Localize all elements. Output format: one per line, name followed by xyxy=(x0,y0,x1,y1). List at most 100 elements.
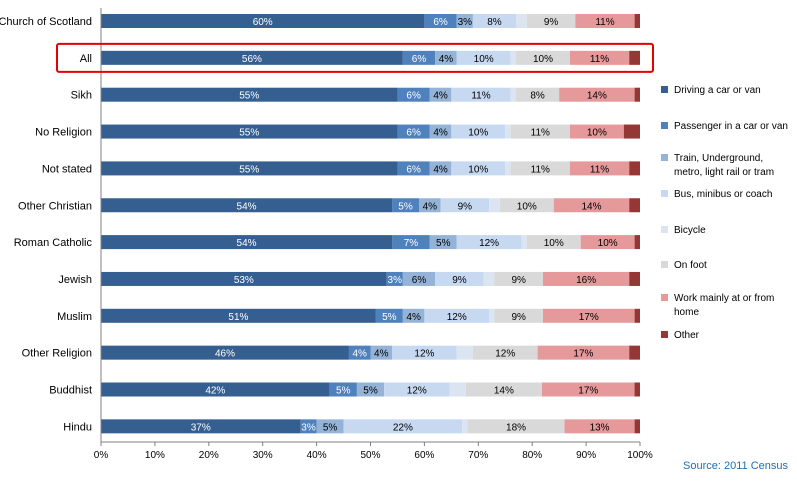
data-label: 7% xyxy=(404,238,419,249)
data-label: 17% xyxy=(573,349,593,360)
data-label: 10% xyxy=(598,238,618,249)
data-label: 42% xyxy=(205,386,225,397)
x-tick-label: 0% xyxy=(94,450,109,461)
bar-segment xyxy=(494,308,543,323)
category-label: Hindu xyxy=(63,421,92,433)
data-label: 4% xyxy=(423,201,438,212)
bar-segment xyxy=(300,419,317,434)
data-label: 5% xyxy=(363,386,378,397)
data-label: 46% xyxy=(215,349,235,360)
bar-segment xyxy=(569,124,624,139)
data-label: 10% xyxy=(468,128,488,139)
legend-swatch xyxy=(661,294,668,301)
bar-segment xyxy=(629,345,640,360)
bar-segment xyxy=(569,50,630,65)
bar-segment xyxy=(402,50,436,65)
data-label: 9% xyxy=(458,201,473,212)
data-label: 10% xyxy=(474,54,494,65)
category-label: Jewish xyxy=(58,274,92,286)
x-axis: 0% 10% 20% 30% 40% 50% 60% 70% 80% 90% 100% xyxy=(94,8,653,461)
data-label: 8% xyxy=(487,17,502,28)
x-tick-label: 10% xyxy=(145,450,165,461)
data-label: 10% xyxy=(468,164,488,175)
data-label: 51% xyxy=(228,312,248,323)
bar-segment xyxy=(634,235,640,250)
data-label: 3% xyxy=(458,17,473,28)
bar-segment xyxy=(316,419,344,434)
category-label: Other Religion xyxy=(22,348,92,360)
bar-segment xyxy=(580,235,635,250)
data-label: 3% xyxy=(388,275,403,286)
bar-segment xyxy=(510,87,517,102)
bar-segment xyxy=(429,235,457,250)
bar-segment xyxy=(629,198,640,213)
bar-segment xyxy=(499,198,554,213)
bar-segment xyxy=(634,382,640,397)
category-label: Buddhist xyxy=(49,385,92,397)
data-label: 16% xyxy=(576,275,596,286)
bar-segment xyxy=(356,382,385,397)
highlight-box xyxy=(56,42,654,73)
bar-segment xyxy=(516,87,560,102)
bar-segment xyxy=(101,308,376,323)
bar-segment xyxy=(526,235,581,250)
data-label: 10% xyxy=(544,238,564,249)
legend-swatch xyxy=(661,261,668,268)
data-label: 55% xyxy=(239,91,259,102)
bar-segment xyxy=(451,124,506,139)
bar-segment xyxy=(451,161,506,176)
data-label: 6% xyxy=(406,91,421,102)
bar-segment xyxy=(101,198,393,213)
bar-segment xyxy=(634,419,640,434)
bar-segment xyxy=(472,345,538,360)
bar-segment xyxy=(392,235,430,250)
bar-segment xyxy=(101,345,349,360)
data-label: 10% xyxy=(533,54,553,65)
bar-segment xyxy=(402,271,436,286)
bar-segment xyxy=(505,124,511,139)
data-label: 4% xyxy=(439,54,454,65)
bar-segment xyxy=(449,382,466,397)
x-tick-label: 20% xyxy=(199,450,219,461)
x-tick-label: 100% xyxy=(627,450,653,461)
bar-segment xyxy=(462,419,468,434)
bar-segment xyxy=(483,271,495,286)
bar-segment xyxy=(510,161,570,176)
bar-segment xyxy=(386,271,403,286)
category-label: All xyxy=(80,53,92,65)
bar-segment xyxy=(575,14,635,28)
data-label: 9% xyxy=(544,17,559,28)
bar-segment xyxy=(634,14,640,28)
data-label: 13% xyxy=(590,422,610,433)
bar-segment xyxy=(101,14,425,28)
bar-segment xyxy=(397,87,430,102)
bar-segment xyxy=(542,308,635,323)
data-label: 17% xyxy=(579,312,599,323)
bar-segment xyxy=(634,308,640,323)
legend-label: On foot xyxy=(674,260,707,271)
legend-label: Bus, minibus or coach xyxy=(674,189,772,200)
data-label: 10% xyxy=(587,128,607,139)
data-label: 5% xyxy=(398,201,413,212)
data-label: 17% xyxy=(578,386,598,397)
data-label: 18% xyxy=(506,422,526,433)
data-label: 11% xyxy=(531,164,550,175)
data-label: 12% xyxy=(479,238,499,249)
data-label: 11% xyxy=(595,17,614,28)
data-label: 60% xyxy=(253,17,273,28)
data-label: 55% xyxy=(239,128,259,139)
data-label: 6% xyxy=(406,164,421,175)
bar-segment xyxy=(526,14,576,28)
bar-segment xyxy=(419,198,441,213)
bar-segment xyxy=(429,161,452,176)
bar-segment xyxy=(440,198,490,213)
category-label: No Religion xyxy=(35,127,92,139)
data-label: 6% xyxy=(433,17,448,28)
data-label: 22% xyxy=(393,422,413,433)
bar-segment xyxy=(629,161,640,176)
legend-swatch xyxy=(661,154,668,161)
data-label: 9% xyxy=(452,275,467,286)
bar-segment xyxy=(494,271,543,286)
